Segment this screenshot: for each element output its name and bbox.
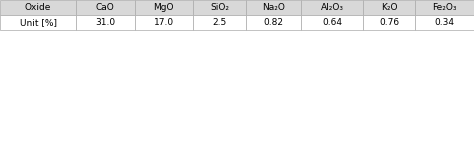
Text: 31.0: 31.0: [95, 18, 115, 27]
Text: 17.0: 17.0: [154, 18, 174, 27]
Text: Oxide: Oxide: [25, 3, 51, 12]
Bar: [0, 0, 76, 15]
Bar: [135, 15, 193, 30]
Text: 0.82: 0.82: [264, 18, 283, 27]
Bar: [301, 0, 363, 15]
Text: SiO₂: SiO₂: [210, 3, 229, 12]
Bar: [416, 0, 474, 15]
Bar: [416, 15, 474, 30]
Text: Al₂O₃: Al₂O₃: [320, 3, 344, 12]
Bar: [246, 0, 301, 15]
Bar: [193, 15, 246, 30]
Text: 0.34: 0.34: [435, 18, 455, 27]
Bar: [0, 15, 76, 30]
Text: MgO: MgO: [154, 3, 174, 12]
Bar: [363, 15, 416, 30]
Text: CaO: CaO: [96, 3, 115, 12]
Bar: [301, 15, 363, 30]
Text: Unit [%]: Unit [%]: [19, 18, 56, 27]
Bar: [246, 15, 301, 30]
Text: Fe₂O₃: Fe₂O₃: [432, 3, 457, 12]
Bar: [193, 0, 246, 15]
Bar: [76, 15, 135, 30]
Text: 0.64: 0.64: [322, 18, 342, 27]
Bar: [363, 0, 416, 15]
Text: 2.5: 2.5: [212, 18, 227, 27]
Text: Na₂O: Na₂O: [262, 3, 285, 12]
Bar: [76, 0, 135, 15]
Text: 0.76: 0.76: [379, 18, 399, 27]
Bar: [135, 0, 193, 15]
Text: K₂O: K₂O: [381, 3, 397, 12]
